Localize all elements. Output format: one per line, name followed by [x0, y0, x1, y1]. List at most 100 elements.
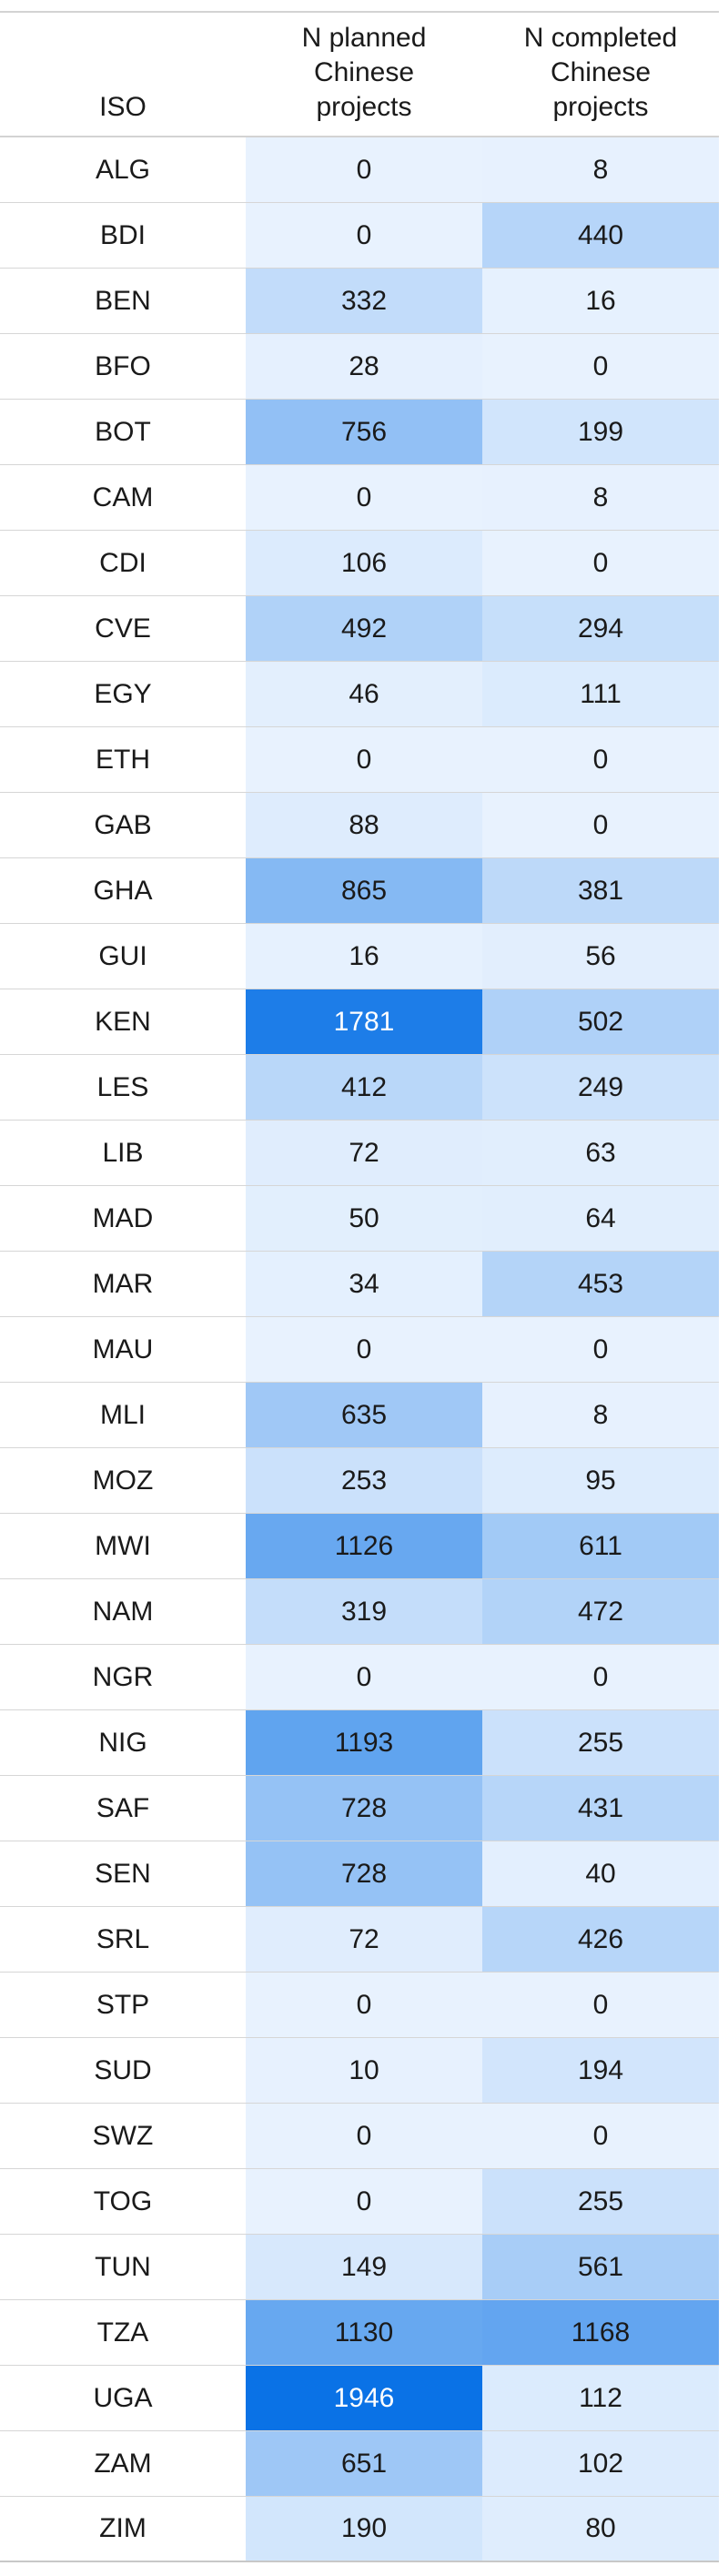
table-row: TZA 1130 1168 — [0, 2300, 719, 2366]
iso-cell: GAB — [0, 793, 246, 857]
planned-projects-cell: 635 — [246, 1383, 482, 1447]
table-row: NAM 319 472 — [0, 1579, 719, 1645]
table-row: GHA 865 381 — [0, 858, 719, 924]
iso-cell: ZAM — [0, 2431, 246, 2496]
completed-projects-cell: 0 — [482, 1973, 719, 2037]
iso-cell: MLI — [0, 1383, 246, 1447]
planned-projects-cell: 0 — [246, 2104, 482, 2168]
completed-projects-cell: 194 — [482, 2038, 719, 2103]
header-iso: ISO — [99, 92, 147, 122]
planned-projects-cell: 10 — [246, 2038, 482, 2103]
completed-projects-cell: 1168 — [482, 2300, 719, 2365]
table-row: MLI 635 8 — [0, 1383, 719, 1448]
completed-projects-cell: 611 — [482, 1514, 719, 1578]
iso-cell: KEN — [0, 989, 246, 1054]
iso-cell: ALG — [0, 137, 246, 202]
iso-cell: MWI — [0, 1514, 246, 1578]
iso-cell: UGA — [0, 2366, 246, 2430]
planned-projects-cell: 190 — [246, 2497, 482, 2561]
iso-cell: SWZ — [0, 2104, 246, 2168]
iso-cell: SRL — [0, 1907, 246, 1972]
planned-projects-cell: 28 — [246, 334, 482, 399]
planned-projects-cell: 0 — [246, 1317, 482, 1382]
iso-cell: GHA — [0, 858, 246, 923]
table-row: ALG 0 8 — [0, 137, 719, 203]
table-row: CAM 0 8 — [0, 465, 719, 531]
header-planned-projects: N planned Chinese projects — [301, 23, 427, 122]
iso-cell: CAM — [0, 465, 246, 530]
completed-projects-cell: 440 — [482, 203, 719, 268]
planned-projects-cell: 16 — [246, 924, 482, 989]
table-row: LES 412 249 — [0, 1055, 719, 1121]
table-row: NGR 0 0 — [0, 1645, 719, 1710]
completed-projects-cell: 0 — [482, 1317, 719, 1382]
table-row: TUN 149 561 — [0, 2235, 719, 2300]
planned-projects-cell: 319 — [246, 1579, 482, 1644]
iso-cell: CDI — [0, 531, 246, 595]
planned-projects-cell: 72 — [246, 1907, 482, 1972]
completed-projects-cell: 8 — [482, 137, 719, 202]
planned-projects-cell: 0 — [246, 137, 482, 202]
iso-cell: NAM — [0, 1579, 246, 1644]
iso-cell: ETH — [0, 727, 246, 792]
table-row: ZIM 190 80 — [0, 2497, 719, 2562]
planned-projects-cell: 0 — [246, 1973, 482, 2037]
completed-projects-cell: 255 — [482, 1710, 719, 1775]
completed-projects-cell: 0 — [482, 2104, 719, 2168]
completed-projects-cell: 431 — [482, 1776, 719, 1841]
iso-cell: TZA — [0, 2300, 246, 2365]
iso-cell: STP — [0, 1973, 246, 2037]
table-row: GUI 16 56 — [0, 924, 719, 989]
completed-projects-cell: 0 — [482, 1645, 719, 1709]
completed-projects-cell: 0 — [482, 531, 719, 595]
iso-cell: CVE — [0, 596, 246, 661]
completed-projects-cell: 199 — [482, 400, 719, 464]
iso-cell: MAR — [0, 1252, 246, 1316]
planned-projects-cell: 728 — [246, 1776, 482, 1841]
planned-projects-cell: 106 — [246, 531, 482, 595]
iso-cell: LES — [0, 1055, 246, 1120]
planned-projects-cell: 46 — [246, 662, 482, 726]
table-row: CDI 106 0 — [0, 531, 719, 596]
completed-projects-cell: 8 — [482, 465, 719, 530]
table-row: GAB 88 0 — [0, 793, 719, 858]
planned-projects-cell: 865 — [246, 858, 482, 923]
table-row: SUD 10 194 — [0, 2038, 719, 2104]
planned-projects-cell: 253 — [246, 1448, 482, 1513]
iso-cell: LIB — [0, 1121, 246, 1185]
table-row: LIB 72 63 — [0, 1121, 719, 1186]
completed-projects-cell: 426 — [482, 1907, 719, 1972]
planned-projects-cell: 1781 — [246, 989, 482, 1054]
completed-projects-cell: 80 — [482, 2497, 719, 2561]
planned-projects-cell: 1126 — [246, 1514, 482, 1578]
planned-projects-cell: 651 — [246, 2431, 482, 2496]
completed-projects-cell: 102 — [482, 2431, 719, 2496]
table-row: BEN 332 16 — [0, 269, 719, 334]
iso-cell: ZIM — [0, 2497, 246, 2561]
table-row: BDI 0 440 — [0, 203, 719, 269]
planned-projects-cell: 1193 — [246, 1710, 482, 1775]
header-completed-projects: N completed Chinese projects — [523, 23, 678, 122]
table-row: UGA 1946 112 — [0, 2366, 719, 2431]
table-row: MWI 1126 611 — [0, 1514, 719, 1579]
completed-projects-cell: 381 — [482, 858, 719, 923]
table-row: BFO 28 0 — [0, 334, 719, 400]
completed-projects-cell: 64 — [482, 1186, 719, 1251]
completed-projects-cell: 502 — [482, 989, 719, 1054]
planned-projects-cell: 756 — [246, 400, 482, 464]
completed-projects-cell: 95 — [482, 1448, 719, 1513]
planned-projects-cell: 72 — [246, 1121, 482, 1185]
iso-cell: SAF — [0, 1776, 246, 1841]
planned-projects-cell: 0 — [246, 2169, 482, 2234]
table-row: EGY 46 111 — [0, 662, 719, 727]
data-table: ISO N planned Chinese projects N complet… — [0, 11, 719, 2562]
iso-cell: TOG — [0, 2169, 246, 2234]
completed-projects-cell: 561 — [482, 2235, 719, 2299]
planned-projects-cell: 1946 — [246, 2366, 482, 2430]
table-row: TOG 0 255 — [0, 2169, 719, 2235]
iso-cell: SUD — [0, 2038, 246, 2103]
completed-projects-cell: 249 — [482, 1055, 719, 1120]
planned-projects-cell: 149 — [246, 2235, 482, 2299]
table-row: ZAM 651 102 — [0, 2431, 719, 2497]
